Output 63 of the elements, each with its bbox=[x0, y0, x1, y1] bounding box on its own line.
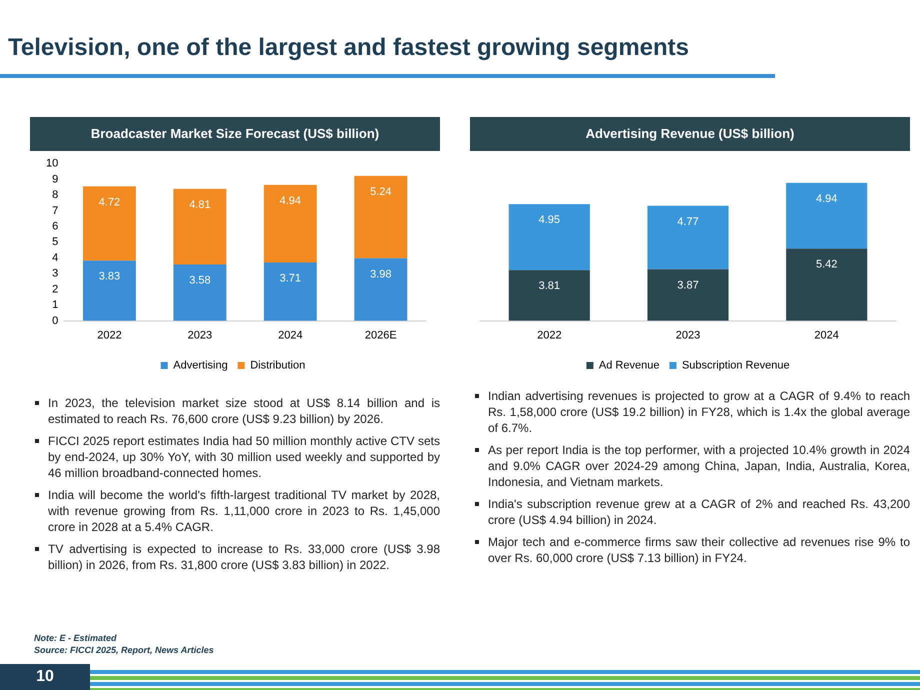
text: FICCI 2025 report estimates India had 50 million monthly active CTV sets by end-2024, up 30% YoY, with 30 million used weekly and supported by 46 million broadband-connected homes. bbox=[48, 433, 440, 481]
bar bbox=[354, 258, 408, 321]
y-tick-label: 6 bbox=[52, 220, 58, 233]
bar bbox=[508, 270, 590, 321]
x-tick-label: 2023 bbox=[676, 329, 700, 342]
data-label: 4.72 bbox=[98, 196, 120, 208]
text: India's subscription revenue grew at a CAGR of 2% and reached Rs. 43,200 crore (US$ 4.94 billion) in 2024. bbox=[488, 496, 910, 528]
text: TV advertising is expected to increase to Rs. 33,000 crore (US$ 3.98 billion) in 2026, from Rs. 31,800 crore (US$ 3.83 billion) in 2022. bbox=[48, 541, 440, 573]
bar bbox=[508, 204, 590, 270]
text: India will become the world's fifth-largest traditional TV market by 2028, with revenue growing from Rs. 1,11,000 crore in 2023 to Rs. 1,45,000 crore in 2028 at a 5.4% CAGR. bbox=[48, 487, 440, 535]
bar bbox=[647, 206, 729, 270]
data-label: 4.95 bbox=[538, 214, 560, 226]
bar bbox=[173, 188, 226, 265]
legend-label: Subscription Revenue bbox=[682, 360, 790, 372]
y-tick-label: 3 bbox=[52, 268, 58, 280]
text: Note: E - Estimated bbox=[34, 632, 118, 644]
legend-label: Distribution bbox=[250, 360, 306, 372]
data-label: 3.71 bbox=[280, 272, 302, 285]
bar bbox=[173, 264, 226, 321]
text: In 2023, the television market size stood at US$ 8.14 billion and is estimated to reach Rs. 76,600 crore (US$ 9.23 billion) by 2026. bbox=[48, 395, 440, 427]
bar bbox=[786, 182, 868, 249]
data-label: 3.83 bbox=[98, 270, 120, 283]
data-label: 3.81 bbox=[538, 280, 560, 292]
text: Major tech and e-commerce firms saw their collective ad revenues rise 9% to over Rs. 60,000 crore (US$ 7.13 billion) in FY24. bbox=[488, 534, 910, 566]
bar bbox=[264, 262, 317, 321]
y-tick-label: 8 bbox=[52, 189, 58, 202]
data-label: 3.58 bbox=[189, 274, 211, 287]
data-label: 3.87 bbox=[677, 279, 699, 292]
bar bbox=[83, 260, 136, 321]
data-label: 4.81 bbox=[189, 198, 211, 211]
data-label: 4.94 bbox=[280, 194, 302, 207]
bar bbox=[83, 186, 136, 261]
data-label: 5.42 bbox=[816, 258, 838, 271]
bar bbox=[647, 269, 729, 321]
data-label: 4.77 bbox=[677, 216, 699, 228]
x-tick-label: 2024 bbox=[278, 329, 303, 342]
bar bbox=[786, 248, 868, 321]
data-label: 4.94 bbox=[816, 192, 838, 205]
chart-title: Broadcaster Market Size Forecast (US$ billion) bbox=[30, 117, 440, 151]
chart-title: Advertising Revenue (US$ billion) bbox=[470, 117, 910, 151]
y-tick-label: 10 bbox=[46, 158, 58, 170]
x-tick-label: 2026E bbox=[364, 329, 397, 342]
legend-label: Ad Revenue bbox=[598, 360, 660, 372]
x-tick-label: 2022 bbox=[537, 329, 562, 342]
y-tick-label: 9 bbox=[52, 173, 58, 186]
legend-label: Advertising bbox=[173, 360, 228, 372]
bar bbox=[354, 176, 408, 258]
x-tick-label: 2024 bbox=[814, 329, 839, 342]
text: Indian advertising revenues is projected to grow at a CAGR of 9.4% to reach Rs. 1,58,000 crore (US$ 19.2 billion) in FY28, which is 1.4x the global average of 6.7%. bbox=[488, 388, 910, 436]
x-tick-label: 2022 bbox=[97, 329, 122, 342]
y-tick-label: 5 bbox=[52, 236, 58, 248]
y-tick-label: 0 bbox=[52, 314, 58, 327]
bar bbox=[264, 184, 317, 262]
x-tick-label: 2023 bbox=[188, 329, 212, 342]
data-label: 3.98 bbox=[370, 268, 392, 280]
y-tick-label: 4 bbox=[52, 252, 58, 264]
y-tick-label: 1 bbox=[52, 299, 58, 312]
source-note: Source: FICCI 2025, Report, News Articles bbox=[34, 644, 214, 656]
y-tick-label: 2 bbox=[52, 283, 58, 296]
y-tick-label: 7 bbox=[52, 204, 58, 217]
data-label: 5.24 bbox=[370, 186, 392, 198]
text: As per report India is the top performer, with a projected 10.4% growth in 2024 and 9.0% CAGR over 2024-29 among China, Japan, India, Australia, Korea, Indonesia, and Vietnam markets. bbox=[488, 442, 910, 490]
text: Television, one of the largest and fastest growing segments bbox=[8, 34, 690, 62]
